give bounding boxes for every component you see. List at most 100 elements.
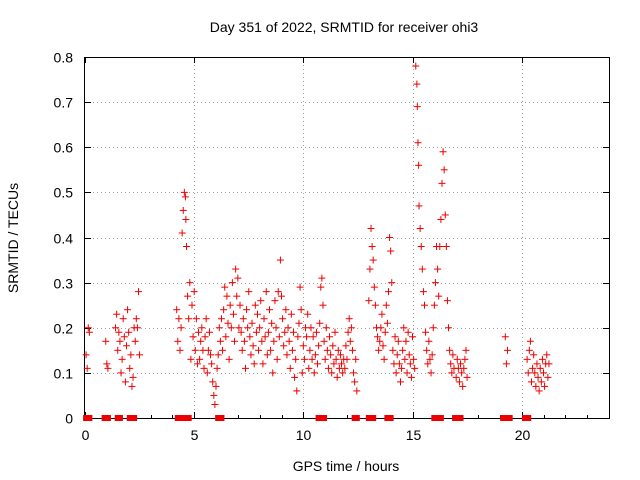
data-point — [421, 301, 429, 309]
data-point — [376, 337, 384, 345]
data-point — [223, 292, 231, 300]
data-point — [237, 328, 245, 336]
y-tick-label: 0.2 — [54, 321, 74, 337]
data-point — [178, 229, 186, 237]
data-point — [232, 265, 240, 273]
data-point — [102, 337, 110, 345]
x-tick-label: 10 — [296, 427, 312, 443]
data-point — [256, 324, 264, 332]
data-point — [419, 288, 427, 296]
y-axis-label: SRMTID / TECUs — [5, 183, 21, 293]
data-point — [236, 301, 244, 309]
data-point — [176, 346, 184, 354]
data-point — [351, 378, 359, 386]
data-point — [529, 364, 537, 372]
data-point — [544, 373, 552, 381]
data-point — [234, 274, 242, 282]
data-point — [221, 283, 229, 291]
data-point — [184, 292, 192, 300]
data-point — [118, 355, 126, 363]
zero-value-marker — [83, 415, 93, 421]
data-point — [128, 382, 136, 390]
x-tick-label: 15 — [406, 427, 422, 443]
data-point — [440, 166, 448, 174]
data-point — [431, 279, 439, 287]
data-point — [246, 333, 254, 341]
data-point — [436, 243, 444, 251]
data-point — [252, 328, 260, 336]
data-point — [352, 355, 360, 363]
data-point — [104, 364, 112, 372]
data-point — [231, 337, 239, 345]
zero-value-marker — [351, 415, 360, 421]
data-point — [273, 355, 281, 363]
data-point — [224, 319, 232, 327]
data-point — [136, 351, 144, 359]
data-point — [387, 247, 395, 255]
data-point — [303, 333, 311, 341]
data-point — [215, 324, 223, 332]
data-point — [207, 351, 215, 359]
data-point — [383, 319, 391, 327]
data-point — [200, 364, 208, 372]
data-point — [275, 333, 283, 341]
data-point — [449, 351, 457, 359]
data-point — [534, 373, 542, 381]
data-point — [343, 355, 351, 363]
data-point — [113, 310, 121, 318]
data-point — [321, 355, 329, 363]
x-axis-label: GPS time / hours — [293, 458, 400, 474]
data-point — [391, 333, 399, 341]
data-point — [401, 355, 409, 363]
data-point — [395, 360, 403, 368]
data-point — [103, 360, 111, 368]
data-point — [413, 103, 421, 111]
zero-value-marker — [215, 415, 225, 421]
data-point — [423, 346, 431, 354]
data-point — [503, 346, 511, 354]
data-point — [344, 328, 352, 336]
data-point — [174, 337, 182, 345]
zero-value-marker — [315, 415, 328, 421]
data-point — [427, 369, 435, 377]
data-point — [294, 333, 302, 341]
data-point — [216, 337, 224, 345]
data-point — [265, 306, 273, 314]
data-point — [332, 355, 340, 363]
data-point — [115, 328, 123, 336]
data-point — [350, 369, 358, 377]
data-point — [531, 369, 539, 377]
data-point — [126, 364, 134, 372]
data-point — [238, 346, 246, 354]
data-point — [116, 337, 124, 345]
zero-value-marker — [384, 415, 394, 421]
data-point — [258, 337, 266, 345]
data-point — [501, 333, 509, 341]
data-point — [250, 360, 258, 368]
data-point — [463, 373, 471, 381]
data-point — [300, 355, 308, 363]
data-point — [425, 337, 433, 345]
data-point — [445, 324, 453, 332]
data-point — [131, 337, 139, 345]
data-point — [377, 324, 385, 332]
data-point — [438, 179, 446, 187]
data-point — [244, 324, 252, 332]
data-point — [410, 355, 418, 363]
data-point — [249, 342, 257, 350]
data-point — [414, 139, 422, 147]
data-point — [297, 306, 305, 314]
data-point — [404, 328, 412, 336]
data-point — [308, 355, 316, 363]
data-point — [247, 351, 255, 359]
chart-title: Day 351 of 2022, SRMTID for receiver ohi… — [210, 19, 479, 35]
data-point — [535, 387, 543, 395]
data-point — [245, 288, 253, 296]
data-point — [117, 369, 125, 377]
data-point — [403, 369, 411, 377]
data-point — [322, 324, 330, 332]
data-point — [306, 346, 314, 354]
data-point — [299, 342, 307, 350]
data-point — [407, 373, 415, 381]
data-point — [437, 215, 445, 223]
